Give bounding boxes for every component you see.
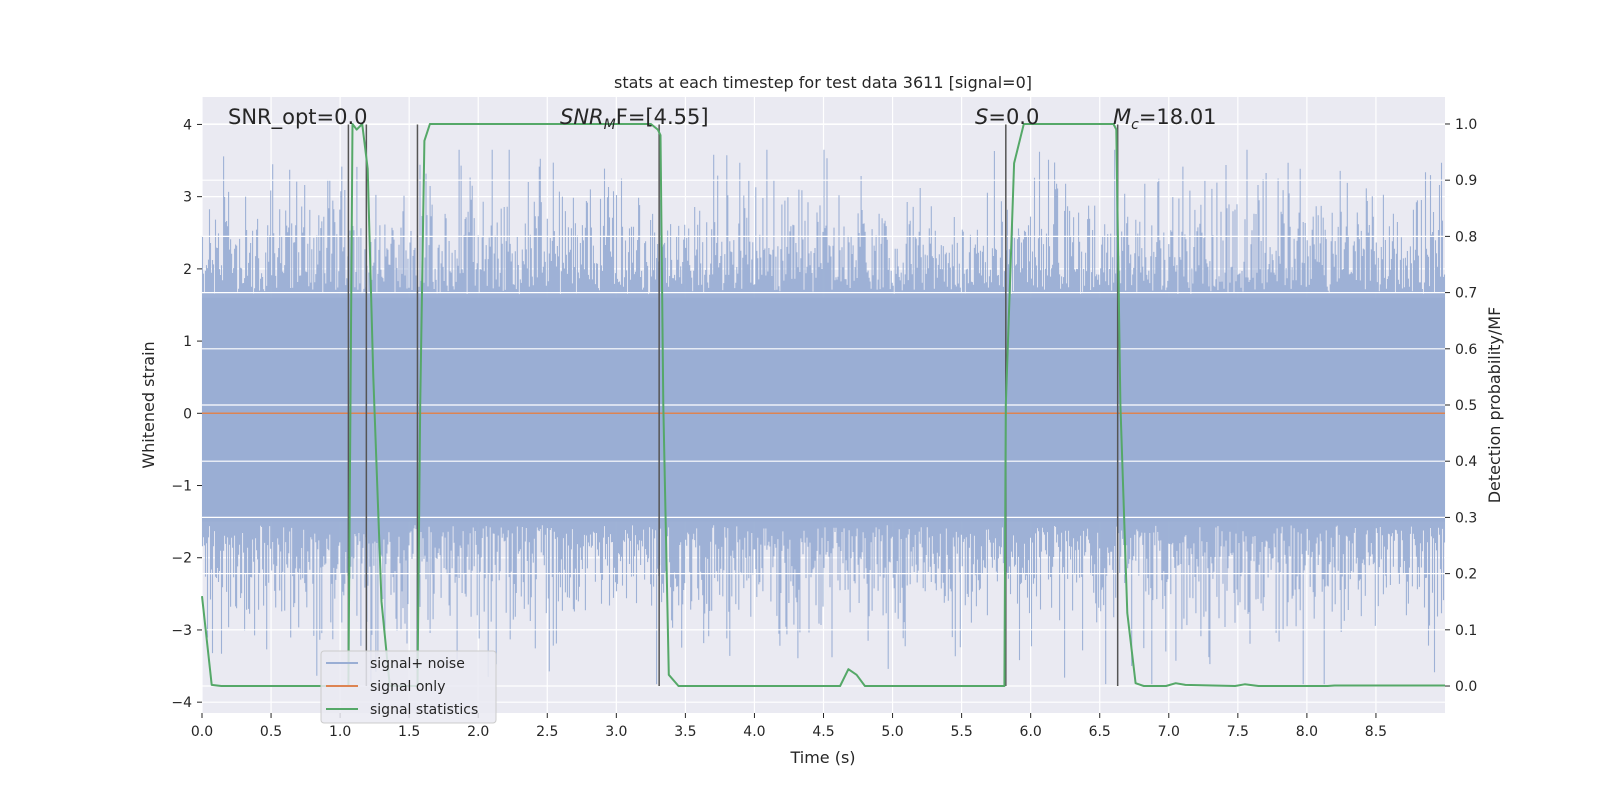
y-left-tick-label-2: 2 [183,262,192,278]
x-tick-label-12: 6.0 [1020,724,1042,740]
y-right-tick-label-1: 0.9 [1455,173,1477,189]
legend-box [320,650,497,724]
x-tick-label-6: 3.0 [605,724,627,740]
x-tick-label-14: 7.0 [1158,724,1180,740]
y-left-tick-label-8: −4 [171,695,192,711]
y-left-tick-label-0: 4 [183,117,192,133]
x-tick-label-8: 4.0 [743,724,765,740]
annotation-mc: Mc=18.01 [1113,105,1217,133]
y-axis-label-right: Detection probability/MF [1485,307,1504,504]
y-left-tick-label-4: 0 [183,406,192,422]
y-right-tick-label-3: 0.7 [1455,286,1477,302]
x-tick-label-3: 1.5 [398,724,420,740]
y-right-tick-label-5: 0.5 [1455,398,1477,414]
x-axis-label: Time (s) [789,748,855,767]
x-tick-label-13: 6.5 [1089,724,1111,740]
y-right-tick-label-9: 0.1 [1455,623,1477,639]
chart-title: stats at each timestep for test data 361… [614,73,1032,92]
legend-label-signal-statistics: signal statistics [370,702,478,718]
y-axis-right-ticks: 1.0 0.9 0.8 0.7 0.6 0.5 0.4 0.3 0.2 0.1 0.0 [1445,117,1477,695]
y-left-tick-label-1: 3 [183,190,192,206]
y-left-tick-label-6: −2 [171,551,192,567]
legend-label-signal-noise: signal+ noise [370,656,465,672]
signal-noise-band [202,297,1445,522]
annotation-snr-mf: SNRMF=[4.55] [560,105,709,133]
annotation-s: S=0.0 [975,105,1039,129]
y-left-tick-label-5: −1 [171,479,192,495]
x-tick-label-16: 8.0 [1296,724,1318,740]
y-right-tick-label-8: 0.2 [1455,567,1477,583]
y-axis-left-ticks: 4 3 2 1 0 −1 −2 −3 −4 [171,117,202,711]
x-tick-label-10: 5.0 [881,724,903,740]
y-right-tick-label-2: 0.8 [1455,229,1477,245]
signal-statistics-line [201,123,1445,687]
legend-label-signal-only: signal only [370,679,445,695]
y-right-tick-label-7: 0.3 [1455,510,1477,526]
y-right-tick-label-0: 1.0 [1455,117,1477,133]
y-axis-label-left: Whitened strain [139,341,158,468]
x-tick-label-11: 5.5 [950,724,972,740]
x-tick-label-1: 0.5 [260,724,282,740]
y-left-tick-label-7: −3 [171,623,192,639]
x-axis-ticks: 0.0 0.5 1.0 1.5 2.0 2.5 3.0 3.5 4.0 4.5 5.0 5.5 6.0 6… [191,713,1387,740]
x-tick-label-7: 3.5 [674,724,696,740]
y-right-tick-label-4: 0.6 [1455,342,1477,358]
y-right-tick-label-6: 0.4 [1455,454,1477,470]
x-tick-label-15: 7.5 [1227,724,1249,740]
x-tick-label-2: 1.0 [329,724,351,740]
x-tick-label-17: 8.5 [1365,724,1387,740]
x-tick-label-0: 0.0 [191,724,213,740]
x-tick-label-4: 2.0 [467,724,489,740]
x-tick-label-5: 2.5 [536,724,558,740]
y-right-tick-label-10: 0.0 [1455,679,1477,695]
legend: signal+ noise signal only signal statist… [320,650,497,724]
annotation-snr-opt: SNR_opt=0.0 [228,105,368,130]
signal-noise-series [201,123,1446,687]
x-tick-label-9: 4.5 [812,724,834,740]
y-left-tick-label-3: 1 [183,334,192,350]
